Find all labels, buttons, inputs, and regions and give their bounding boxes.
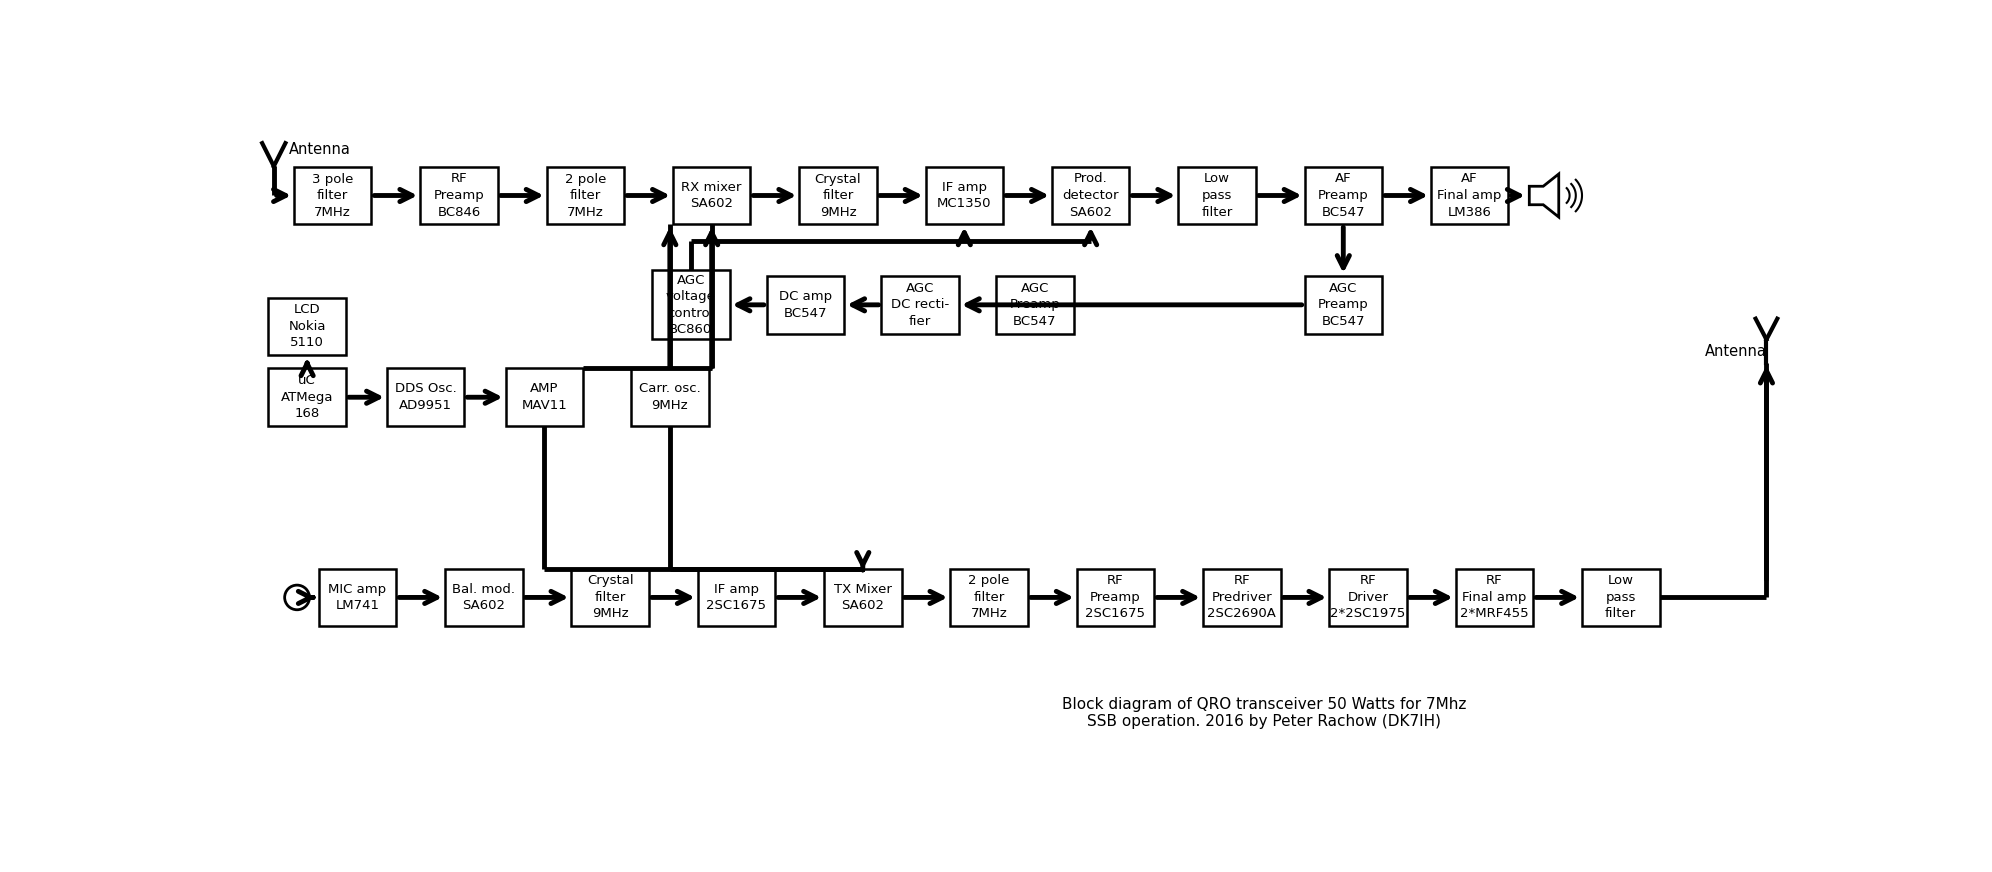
FancyBboxPatch shape — [1430, 167, 1508, 224]
Text: DDS Osc.
AD9951: DDS Osc. AD9951 — [394, 383, 456, 412]
FancyBboxPatch shape — [269, 297, 347, 355]
Text: RF
Preamp
2SC1675: RF Preamp 2SC1675 — [1086, 575, 1145, 621]
FancyBboxPatch shape — [996, 276, 1074, 334]
Text: AGC
Preamp
BC547: AGC Preamp BC547 — [1010, 282, 1060, 328]
FancyBboxPatch shape — [319, 569, 396, 626]
Text: AGC
Preamp
BC547: AGC Preamp BC547 — [1319, 282, 1369, 328]
FancyBboxPatch shape — [697, 569, 775, 626]
FancyBboxPatch shape — [420, 167, 498, 224]
Text: Antenna: Antenna — [289, 142, 351, 157]
Text: RF
Preamp
BC846: RF Preamp BC846 — [434, 173, 484, 219]
FancyBboxPatch shape — [444, 569, 522, 626]
Text: DC amp
BC547: DC amp BC547 — [779, 290, 833, 320]
Text: RX mixer
SA602: RX mixer SA602 — [681, 181, 741, 210]
FancyBboxPatch shape — [1177, 167, 1255, 224]
Text: Crystal
filter
9MHz: Crystal filter 9MHz — [588, 575, 633, 621]
Text: RF
Predriver
2SC2690A: RF Predriver 2SC2690A — [1207, 575, 1277, 621]
FancyBboxPatch shape — [631, 368, 709, 426]
Text: MIC amp
LM741: MIC amp LM741 — [329, 582, 386, 612]
FancyBboxPatch shape — [1305, 167, 1382, 224]
Text: AF
Preamp
BC547: AF Preamp BC547 — [1319, 173, 1369, 219]
FancyBboxPatch shape — [1456, 569, 1534, 626]
FancyBboxPatch shape — [546, 167, 623, 224]
Text: TX Mixer
SA602: TX Mixer SA602 — [835, 582, 892, 612]
FancyBboxPatch shape — [269, 368, 347, 426]
Text: Crystal
filter
9MHz: Crystal filter 9MHz — [815, 173, 861, 219]
FancyBboxPatch shape — [673, 167, 751, 224]
Text: RF
Final amp
2*MRF455: RF Final amp 2*MRF455 — [1460, 575, 1528, 621]
Text: uC
ATMega
168: uC ATMega 168 — [281, 374, 333, 420]
FancyBboxPatch shape — [880, 276, 958, 334]
FancyBboxPatch shape — [1203, 569, 1281, 626]
Text: RF
Driver
2*2SC1975: RF Driver 2*2SC1975 — [1331, 575, 1406, 621]
Text: AMP
MAV11: AMP MAV11 — [522, 383, 568, 412]
FancyBboxPatch shape — [1052, 167, 1129, 224]
FancyBboxPatch shape — [926, 167, 1004, 224]
FancyBboxPatch shape — [1329, 569, 1406, 626]
FancyBboxPatch shape — [651, 270, 729, 339]
Text: LCD
Nokia
5110: LCD Nokia 5110 — [289, 303, 327, 350]
FancyBboxPatch shape — [825, 569, 902, 626]
FancyBboxPatch shape — [572, 569, 649, 626]
FancyBboxPatch shape — [950, 569, 1028, 626]
Text: Carr. osc.
9MHz: Carr. osc. 9MHz — [639, 383, 701, 412]
FancyBboxPatch shape — [506, 368, 584, 426]
Text: Bal. mod.
SA602: Bal. mod. SA602 — [452, 582, 516, 612]
Text: IF amp
2SC1675: IF amp 2SC1675 — [707, 582, 767, 612]
Text: AGC
voltage
control
BC860: AGC voltage control BC860 — [665, 274, 715, 336]
Text: Prod.
detector
SA602: Prod. detector SA602 — [1062, 173, 1120, 219]
Text: 2 pole
filter
7MHz: 2 pole filter 7MHz — [968, 575, 1010, 621]
Text: AGC
DC recti-
fier: AGC DC recti- fier — [890, 282, 950, 328]
Text: Block diagram of QRO transceiver 50 Watts for 7Mhz
SSB operation. 2016 by Peter : Block diagram of QRO transceiver 50 Watt… — [1062, 697, 1466, 729]
FancyBboxPatch shape — [295, 167, 371, 224]
FancyBboxPatch shape — [1305, 276, 1382, 334]
Text: Antenna: Antenna — [1705, 344, 1767, 358]
Text: 2 pole
filter
7MHz: 2 pole filter 7MHz — [564, 173, 606, 219]
Text: Low
pass
filter: Low pass filter — [1201, 173, 1233, 219]
FancyBboxPatch shape — [1078, 569, 1153, 626]
FancyBboxPatch shape — [799, 167, 876, 224]
FancyBboxPatch shape — [1582, 569, 1659, 626]
FancyBboxPatch shape — [386, 368, 464, 426]
Text: AF
Final amp
LM386: AF Final amp LM386 — [1438, 173, 1502, 219]
Text: IF amp
MC1350: IF amp MC1350 — [936, 181, 992, 210]
Text: 3 pole
filter
7MHz: 3 pole filter 7MHz — [313, 173, 353, 219]
FancyBboxPatch shape — [767, 276, 845, 334]
Text: Low
pass
filter: Low pass filter — [1606, 575, 1635, 621]
